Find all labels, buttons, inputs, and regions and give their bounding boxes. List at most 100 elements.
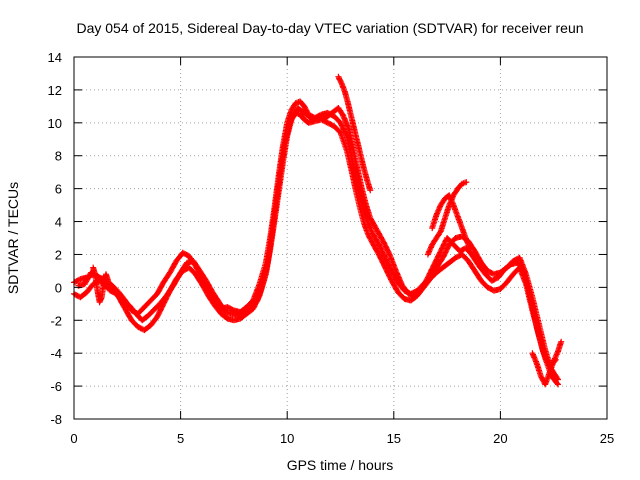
data-point [141, 323, 153, 334]
data-point [331, 123, 343, 135]
data-point [141, 298, 153, 311]
data-point [469, 253, 482, 268]
data-point [450, 187, 460, 199]
data-point [113, 290, 126, 304]
data-point [424, 262, 437, 281]
data-point [147, 315, 160, 329]
series-track-d [335, 73, 374, 194]
data-point [345, 100, 354, 118]
data-point [350, 146, 361, 171]
data-point [503, 272, 516, 286]
data-point [241, 306, 253, 317]
data-point [555, 381, 561, 388]
data-point [463, 244, 475, 258]
data-point [211, 302, 224, 316]
series-track-h [90, 264, 114, 306]
x-tick-label: 25 [600, 431, 614, 446]
data-point [476, 263, 488, 276]
y-tick-label: 10 [48, 116, 62, 131]
data-point [205, 292, 217, 308]
data-point [471, 248, 484, 265]
series-track-g [529, 338, 565, 388]
data-point [107, 286, 114, 292]
y-tick-label: -6 [50, 379, 62, 394]
data-point [126, 302, 138, 316]
y-tick-label: 12 [48, 83, 62, 98]
data-point [216, 299, 228, 314]
data-point [158, 292, 170, 306]
data-point [335, 73, 344, 85]
y-tick-label: -2 [50, 313, 62, 328]
series-track-a [71, 98, 561, 383]
data-point [382, 264, 394, 283]
data-point [339, 111, 352, 132]
data-point [373, 226, 386, 243]
data-point [501, 262, 513, 273]
data-point [527, 294, 540, 329]
data-point [337, 129, 350, 153]
data-point [224, 304, 236, 313]
data-point [437, 216, 448, 235]
data-point [495, 267, 507, 281]
y-axis-label: SDTVAR / TECUs [5, 182, 21, 294]
data-point [418, 275, 431, 292]
y-tick-label: 6 [55, 182, 62, 197]
data-point [514, 259, 526, 273]
x-tick-label: 20 [493, 431, 507, 446]
x-tick-label: 15 [387, 431, 401, 446]
data-point [369, 230, 382, 247]
data-point [166, 259, 179, 276]
data-point [388, 277, 401, 294]
data-point [154, 302, 166, 320]
data-point [429, 236, 439, 248]
data-point [128, 317, 140, 329]
data-point [471, 267, 484, 283]
data-point [439, 242, 452, 261]
data-point [446, 255, 458, 266]
data-point [437, 196, 448, 209]
data-point [433, 229, 443, 241]
data-point [459, 179, 468, 187]
data-point [392, 267, 405, 288]
x-axis-label: GPS time / hours [287, 457, 394, 473]
data-point [433, 256, 445, 271]
data-point [322, 110, 334, 121]
data-point [273, 167, 284, 204]
data-point [152, 300, 164, 312]
data-point [356, 203, 367, 225]
data-point [254, 279, 267, 304]
y-tick-label: 2 [55, 247, 62, 262]
data-point [520, 267, 533, 299]
x-tick-label: 10 [280, 431, 294, 446]
data-point [343, 133, 354, 158]
data-point [386, 251, 399, 273]
data-point [467, 246, 474, 253]
data-point [465, 258, 477, 273]
data-point [177, 260, 190, 276]
data-point [412, 287, 424, 301]
data-point [433, 265, 445, 276]
data-point [147, 292, 160, 304]
x-tick-label: 5 [177, 431, 184, 446]
series-track-c [75, 105, 559, 370]
data-point [179, 249, 191, 259]
data-point [120, 299, 132, 308]
data-point [369, 239, 382, 257]
data-point [243, 298, 255, 311]
data-point [160, 270, 173, 286]
data-point [164, 282, 177, 297]
data-point [454, 181, 465, 192]
data-point [299, 108, 309, 117]
data-point [248, 298, 260, 312]
data-point [548, 373, 561, 387]
data-point [346, 126, 356, 151]
data-point [533, 323, 546, 353]
data-point [395, 289, 407, 301]
data-point [260, 259, 271, 284]
data-point [439, 260, 452, 271]
data-point [154, 280, 166, 297]
data-point [203, 277, 215, 294]
data-point [218, 310, 230, 321]
series-track-f [424, 179, 470, 258]
data-point [375, 241, 388, 260]
